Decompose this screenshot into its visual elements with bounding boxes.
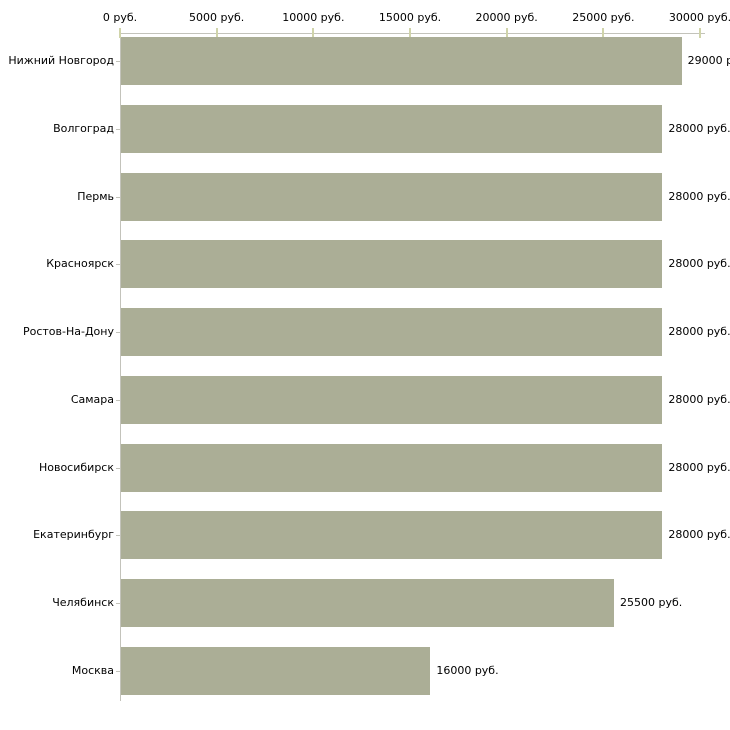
value-label: 28000 руб. [668, 189, 730, 203]
y-axis-tick-mark [116, 196, 120, 198]
x-axis-tick-label: 15000 руб. [378, 11, 442, 24]
value-label: 25500 руб. [620, 596, 683, 609]
y-axis-tick-mark [116, 467, 120, 469]
y-axis-tick-mark [116, 128, 120, 130]
x-axis-tick-label: 10000 руб. [282, 11, 345, 24]
value-label: 28000 руб. [668, 325, 730, 338]
y-axis-tick-mark [116, 332, 120, 333]
bar [121, 375, 663, 424]
bar [121, 37, 682, 85]
value-label: 16000 руб. [436, 663, 499, 677]
category-label: Пермь [77, 189, 114, 203]
x-axis-tick-label: 5000 руб. [189, 11, 245, 24]
x-axis-tick-mark [699, 28, 701, 38]
bar [121, 308, 663, 356]
x-axis-tick-mark [215, 28, 218, 38]
category-label: Москва [71, 663, 114, 677]
x-axis-tick-label: 20000 руб. [475, 11, 538, 24]
y-axis-tick-mark [116, 264, 120, 266]
value-label: 29000 руб. [687, 54, 730, 67]
category-label: Красноярск [46, 257, 114, 271]
bar [121, 511, 663, 560]
x-axis-tick-mark [505, 28, 508, 38]
x-axis-tick-label: 25000 руб. [572, 11, 635, 24]
bar [121, 104, 663, 153]
bar [121, 646, 431, 695]
category-label: Челябинск [52, 596, 114, 609]
x-axis-tick-mark [409, 28, 411, 38]
y-axis-tick-mark [116, 399, 120, 401]
category-label: Ростов-На-Дону [22, 325, 114, 338]
category-label: Нижний Новгород [8, 54, 114, 67]
bar [121, 172, 663, 221]
value-label: 28000 руб. [668, 257, 730, 271]
category-label: Волгоград [53, 121, 114, 135]
x-axis-tick-mark [602, 28, 605, 38]
x-axis-tick-mark [119, 28, 121, 38]
category-label: Самара [70, 392, 114, 406]
y-axis-line [120, 33, 121, 701]
x-axis-tick-mark [312, 28, 315, 38]
category-label: Екатеринбург [33, 528, 114, 542]
y-axis-tick-mark [116, 603, 120, 604]
bar [121, 579, 614, 627]
bar [121, 240, 663, 289]
value-label: 28000 руб. [668, 392, 730, 406]
x-axis-line [120, 33, 705, 34]
category-label: Новосибирск [38, 460, 114, 474]
value-label: 28000 руб. [668, 121, 730, 135]
bar [121, 443, 663, 492]
x-axis-tick-label: 30000 руб. [668, 11, 730, 24]
y-axis-tick-mark [116, 61, 120, 62]
x-axis-tick-label: 0 руб. [102, 11, 138, 24]
y-axis-tick-mark [116, 535, 120, 537]
y-axis-tick-mark [116, 670, 120, 672]
value-label: 28000 руб. [668, 460, 730, 474]
value-label: 28000 руб. [668, 528, 730, 542]
